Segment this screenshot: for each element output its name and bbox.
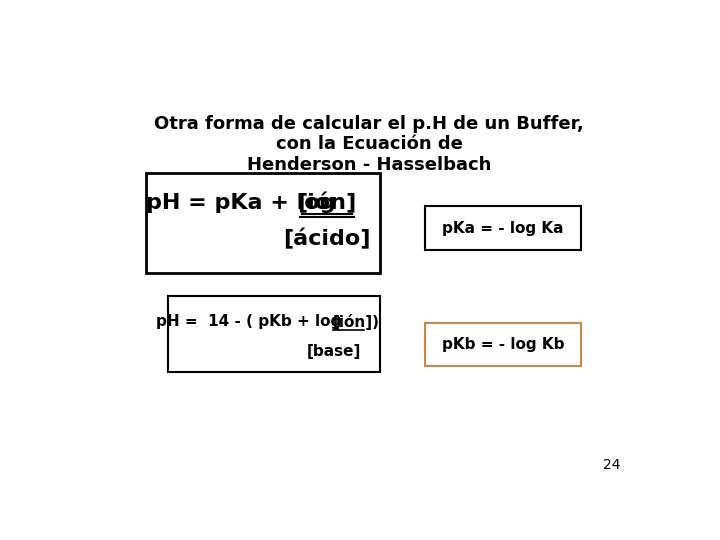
Text: [ión]): [ión]): [333, 314, 380, 329]
Text: [ácido]: [ácido]: [284, 228, 371, 249]
Text: pH = pKa + log: pH = pKa + log: [146, 193, 336, 213]
Text: pKa = - log Ka: pKa = - log Ka: [442, 220, 564, 235]
Text: pKb = - log Kb: pKb = - log Kb: [441, 337, 564, 352]
FancyBboxPatch shape: [425, 322, 581, 366]
Text: [ión]: [ión]: [297, 192, 357, 213]
Text: 24: 24: [603, 458, 620, 472]
Text: Otra forma de calcular el p.H de un Buffer,
con la Ecuación de
Henderson - Hasse: Otra forma de calcular el p.H de un Buff…: [154, 114, 584, 174]
Text: pH =  14 - ( pKb + log: pH = 14 - ( pKb + log: [156, 314, 342, 329]
FancyBboxPatch shape: [425, 206, 581, 250]
FancyBboxPatch shape: [168, 295, 380, 373]
Text: [base]: [base]: [306, 344, 361, 359]
FancyBboxPatch shape: [145, 173, 380, 273]
